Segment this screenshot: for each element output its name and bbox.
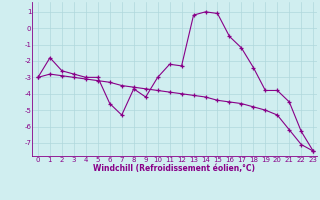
X-axis label: Windchill (Refroidissement éolien,°C): Windchill (Refroidissement éolien,°C)	[93, 164, 255, 173]
